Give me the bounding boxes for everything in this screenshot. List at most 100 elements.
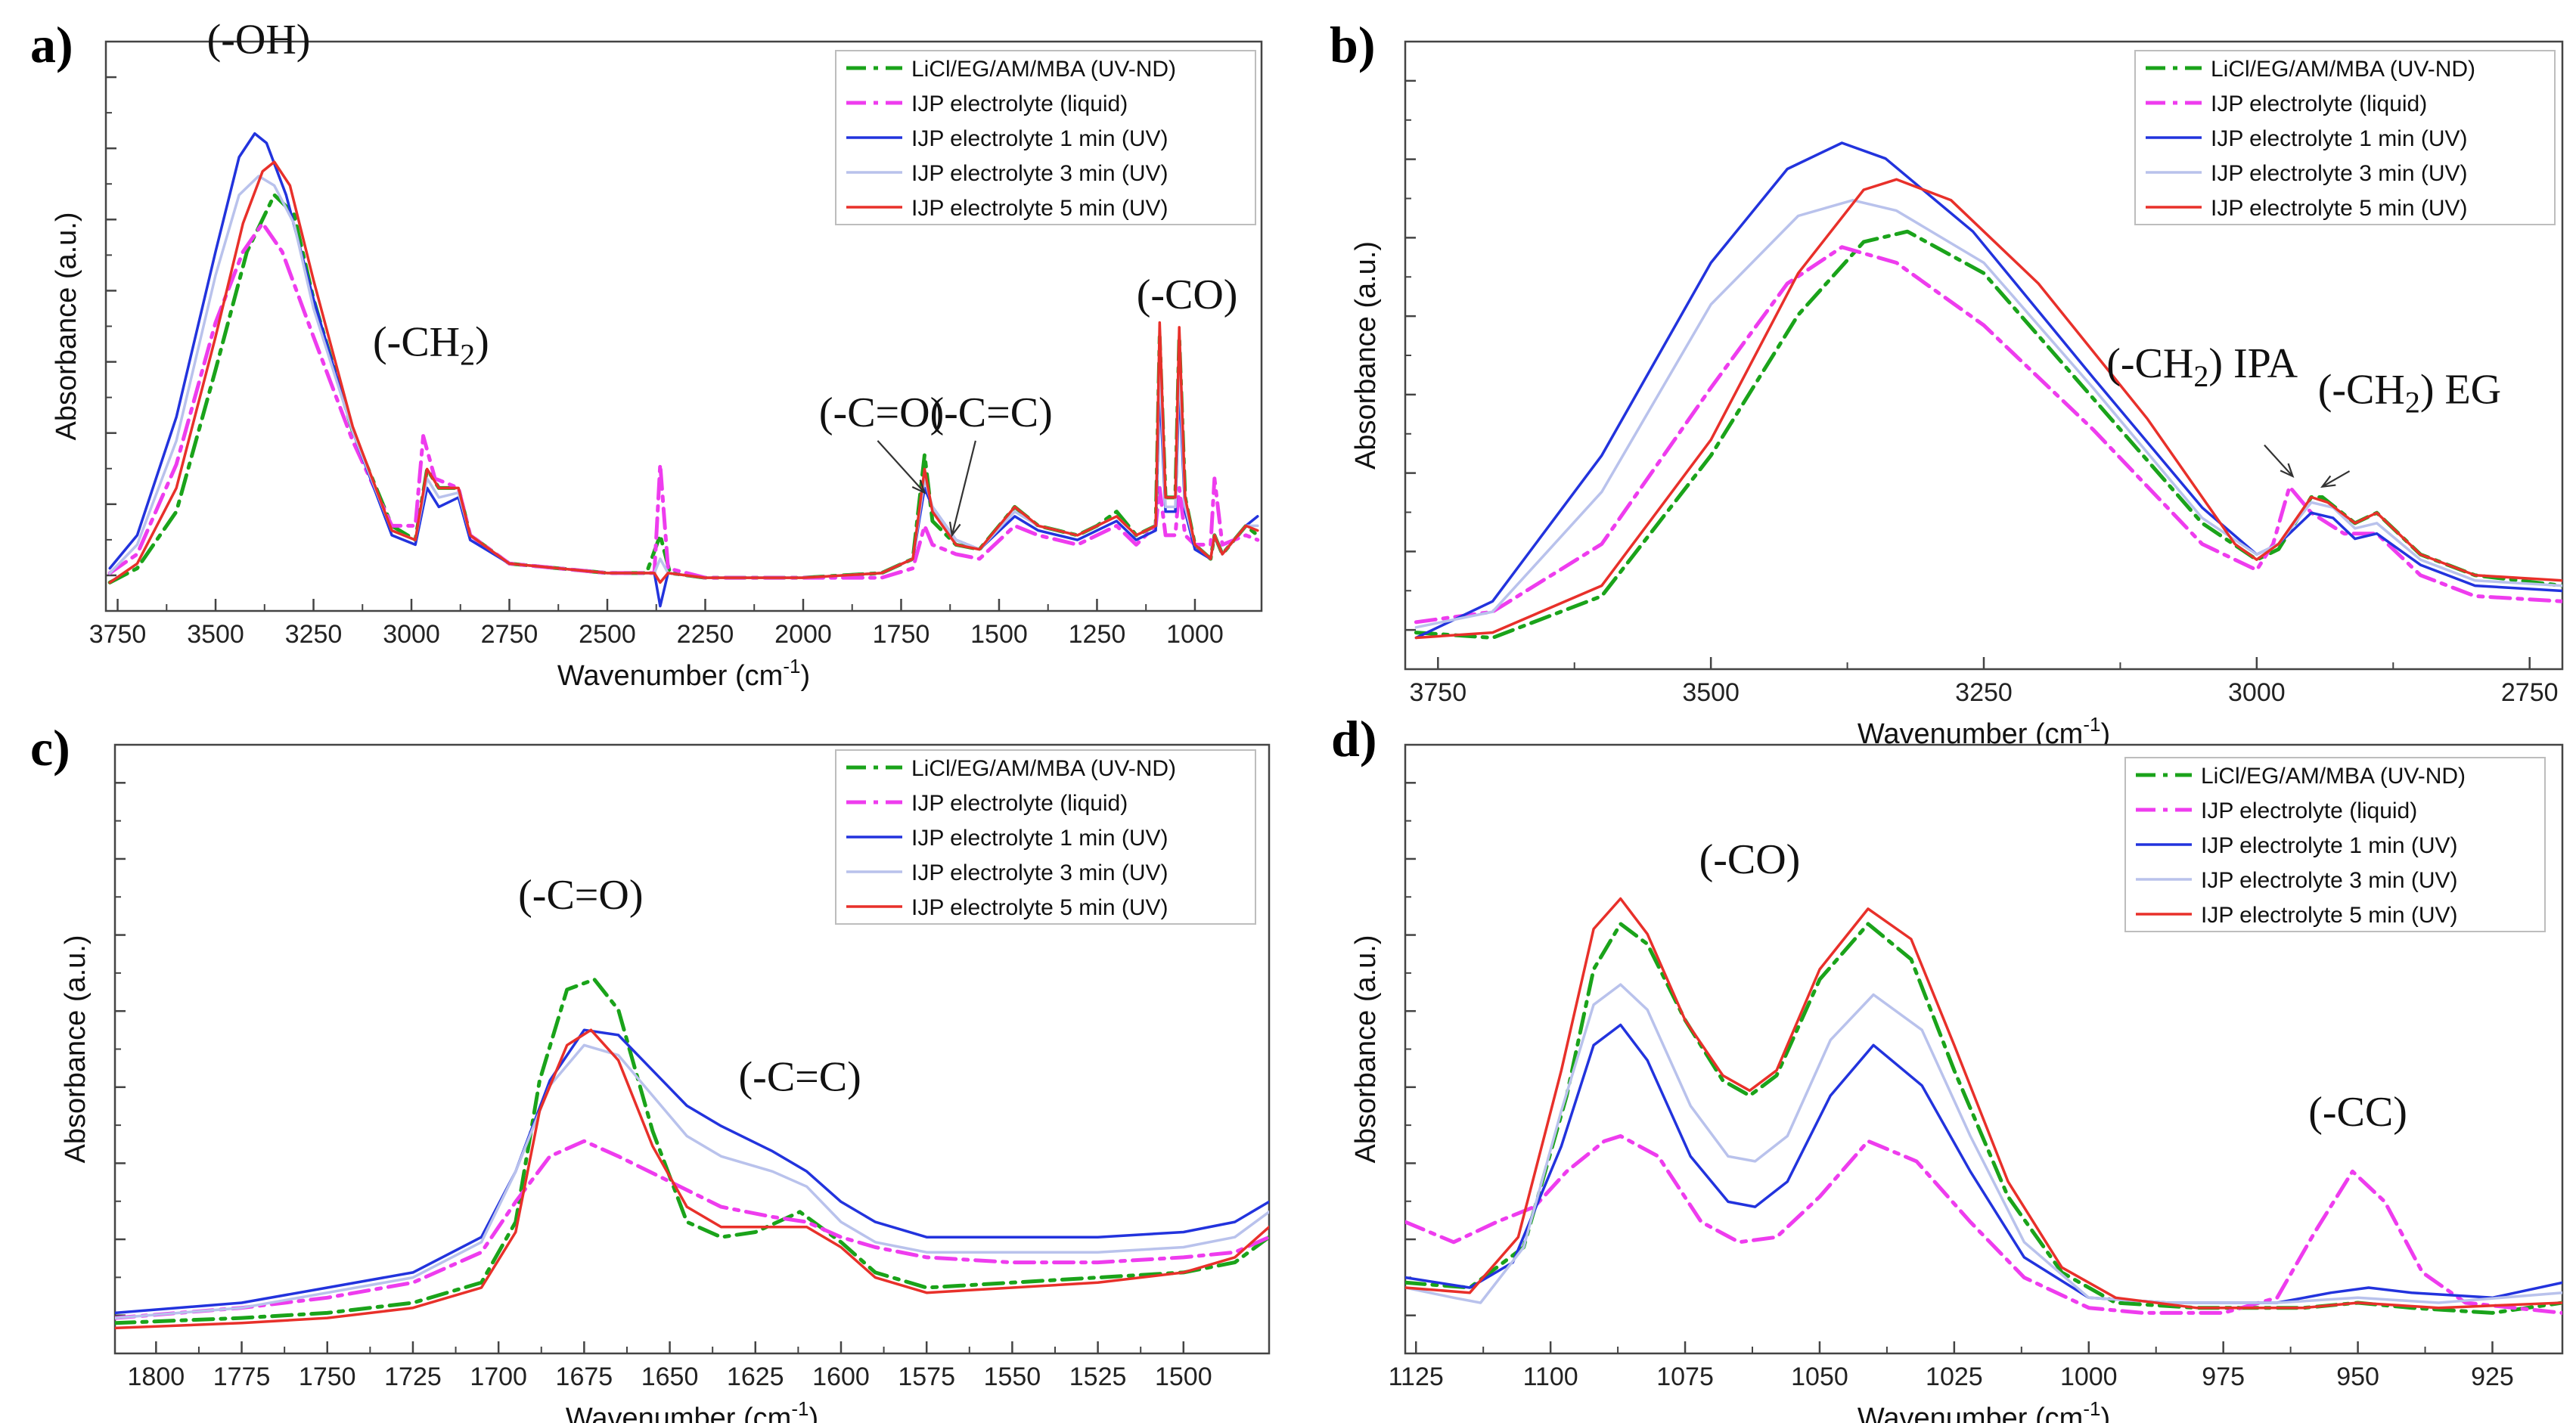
x-tick-label: 925 bbox=[2471, 1363, 2514, 1391]
legend-label: IJP electrolyte 1 min (UV) bbox=[2211, 126, 2468, 151]
x-tick-label: 1050 bbox=[1791, 1363, 1848, 1391]
x-tick-label: 1750 bbox=[299, 1363, 356, 1391]
legend-label: LiCl/EG/AM/MBA (UV-ND) bbox=[911, 756, 1176, 781]
legend-label: LiCl/EG/AM/MBA (UV-ND) bbox=[2201, 764, 2466, 789]
panel-c: c) 1800 1775 1750 1725 1700 1675 1650 1625 1600 1… bbox=[30, 719, 1271, 1423]
x-tick-label: 1800 bbox=[128, 1363, 185, 1391]
x-tick-label: 3750 bbox=[89, 620, 147, 649]
legend-label: IJP electrolyte (liquid) bbox=[911, 91, 1128, 116]
y-axis-label: Absorbance (a.u.) bbox=[51, 212, 82, 440]
series-line bbox=[115, 1028, 1269, 1330]
x-tick-label: 975 bbox=[2202, 1363, 2245, 1391]
x-tick-label: 1725 bbox=[384, 1363, 442, 1391]
legend-label: IJP electrolyte 5 min (UV) bbox=[911, 196, 1169, 221]
annotation-arrowhead bbox=[948, 521, 961, 538]
legend-label: LiCl/EG/AM/MBA (UV-ND) bbox=[911, 57, 1176, 82]
series-line bbox=[1405, 897, 2562, 1310]
plot-area: 1800 1775 1750 1725 1700 1675 1650 1625 1600 1575… bbox=[60, 743, 1271, 1423]
legend-label: IJP electrolyte 1 min (UV) bbox=[911, 126, 1169, 151]
x-tick-label: 1700 bbox=[470, 1363, 527, 1391]
x-tick-label: 3250 bbox=[285, 620, 343, 649]
panel-label: d) bbox=[1331, 710, 1376, 767]
legend: LiCl/EG/AM/MBA (UV-ND) IJP electrolyte (l… bbox=[835, 749, 1256, 925]
series-group bbox=[115, 977, 1269, 1330]
peak-annotation: (-OH) bbox=[207, 16, 311, 63]
x-tick-label: 2750 bbox=[481, 620, 538, 649]
series-line bbox=[1405, 983, 2562, 1304]
y-axis-label: Absorbance (a.u.) bbox=[1350, 935, 1382, 1163]
panel-d: d) 1125 1100 1075 1050 1025 1000 975 950 925 Wave… bbox=[1331, 710, 2564, 1423]
annotation-arrow bbox=[877, 440, 926, 494]
legend-label: IJP electrolyte 5 min (UV) bbox=[2201, 903, 2458, 928]
legend-label: IJP electrolyte 5 min (UV) bbox=[2211, 196, 2468, 221]
x-axis-label: Wavenumber (cm-1) bbox=[557, 655, 810, 692]
x-tick-label: 3000 bbox=[2228, 678, 2286, 707]
peak-annotation: (-CH2) bbox=[373, 318, 489, 371]
series-line bbox=[1414, 199, 2562, 629]
series-group bbox=[1405, 897, 2562, 1315]
series-line bbox=[115, 1139, 1269, 1320]
peak-annotation: (-CO) bbox=[1699, 836, 1801, 883]
x-tick-label: 1125 bbox=[1389, 1363, 1444, 1391]
x-tick-label: 3000 bbox=[383, 620, 440, 649]
legend-label: LiCl/EG/AM/MBA (UV-ND) bbox=[2211, 57, 2475, 82]
legend-label: IJP electrolyte 3 min (UV) bbox=[2201, 868, 2458, 893]
x-tick-label: 1500 bbox=[1155, 1363, 1212, 1391]
x-tick-label: 3250 bbox=[1955, 678, 2013, 707]
peak-annotation: (-CC) bbox=[2308, 1089, 2407, 1136]
peak-annotation: (-C=C) bbox=[739, 1053, 861, 1100]
x-tick-label: 1625 bbox=[727, 1363, 784, 1391]
annotation-arrow bbox=[2264, 444, 2294, 477]
peak-annotation: (-C=O) bbox=[819, 389, 944, 436]
y-axis-label: Absorbance (a.u.) bbox=[60, 935, 92, 1163]
legend-label: IJP electrolyte 5 min (UV) bbox=[911, 895, 1169, 920]
peak-annotation: (-C=C) bbox=[930, 389, 1052, 436]
series-line bbox=[115, 977, 1269, 1325]
legend: LiCl/EG/AM/MBA (UV-ND) IJP electrolyte (l… bbox=[835, 50, 1256, 225]
x-tick-label: 1600 bbox=[812, 1363, 870, 1391]
annotation-arrowhead bbox=[911, 479, 926, 494]
series-group bbox=[1414, 141, 2562, 640]
x-tick-label: 1775 bbox=[213, 1363, 271, 1391]
legend-label: IJP electrolyte (liquid) bbox=[911, 791, 1128, 816]
series-line bbox=[107, 221, 1260, 580]
series-line bbox=[1405, 922, 2562, 1315]
peak-annotation: (-C=O) bbox=[518, 872, 643, 919]
legend-label: IJP electrolyte 3 min (UV) bbox=[911, 860, 1169, 885]
x-tick-label: 2000 bbox=[774, 620, 832, 649]
series-line bbox=[1414, 178, 2562, 640]
annotation-arrow bbox=[951, 440, 976, 536]
panel-label: b) bbox=[1330, 16, 1375, 73]
x-tick-label: 3750 bbox=[1409, 678, 1466, 707]
series-line bbox=[115, 1043, 1269, 1319]
legend: LiCl/EG/AM/MBA (UV-ND) IJP electrolyte (l… bbox=[2124, 757, 2546, 932]
x-tick-label: 1750 bbox=[873, 620, 930, 649]
x-tick-label: 1525 bbox=[1069, 1363, 1127, 1391]
panel-label: a) bbox=[30, 16, 73, 73]
panel-label: c) bbox=[30, 719, 70, 777]
series-line bbox=[108, 160, 1259, 584]
legend-box bbox=[835, 50, 1256, 225]
series-line bbox=[1405, 1023, 2562, 1304]
x-tick-label: 2750 bbox=[2501, 678, 2559, 707]
annotation-arrow bbox=[2321, 470, 2351, 488]
legend-box bbox=[2134, 50, 2556, 225]
y-axis-label: Absorbance (a.u.) bbox=[1350, 241, 1382, 470]
x-axis-label: Wavenumber (cm-1) bbox=[566, 1397, 818, 1423]
x-tick-label: 1000 bbox=[2060, 1363, 2118, 1391]
series-line bbox=[1414, 141, 2562, 640]
x-tick-label: 1500 bbox=[970, 620, 1028, 649]
x-tick-label: 950 bbox=[2336, 1363, 2379, 1391]
legend-box bbox=[835, 749, 1256, 925]
peak-annotation: (-CH2) IPA bbox=[2106, 340, 2298, 393]
series-line bbox=[115, 1028, 1269, 1315]
series-line bbox=[1405, 1134, 2562, 1315]
legend-label: IJP electrolyte 1 min (UV) bbox=[911, 826, 1169, 851]
plot-area: 3750 3500 3250 3000 2750 2500 2250 2000 1750 1500… bbox=[51, 16, 1263, 692]
x-tick-label: 1075 bbox=[1656, 1363, 1714, 1391]
series-line bbox=[1414, 245, 2562, 625]
x-tick-label: 1100 bbox=[1523, 1363, 1578, 1391]
